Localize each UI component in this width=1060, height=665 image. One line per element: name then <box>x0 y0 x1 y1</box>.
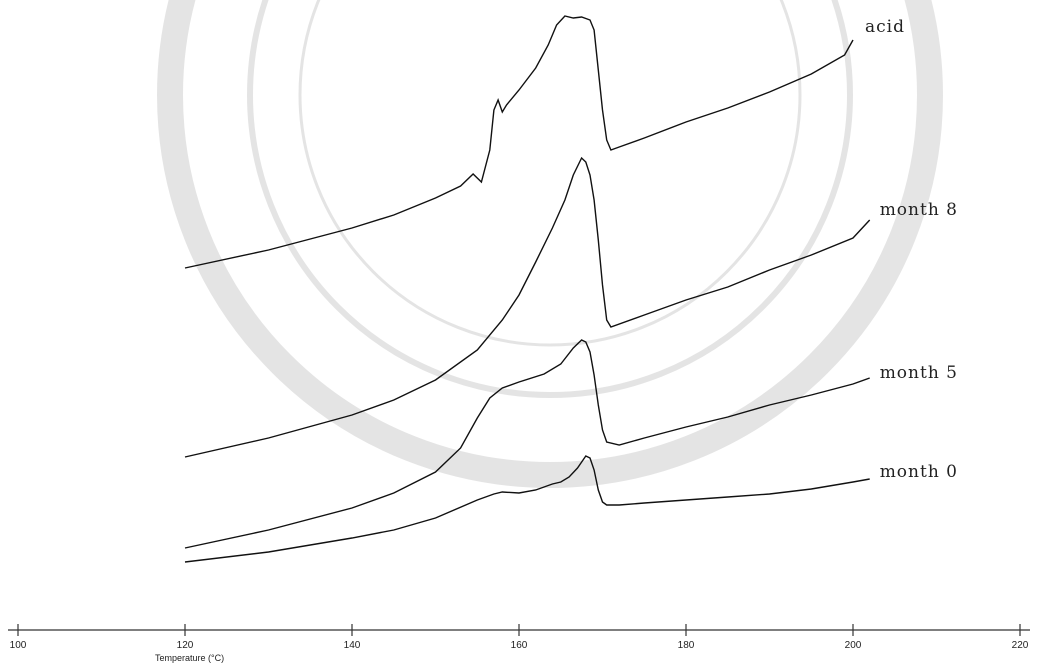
x-axis: 100 120 140 160 180 200 220 <box>8 624 1030 651</box>
x-tick-label-160: 160 <box>511 640 528 651</box>
x-tick-label-100: 100 <box>10 640 27 651</box>
x-axis-title: Temperature (°C) <box>155 653 224 663</box>
series-line-month-5 <box>184 339 870 549</box>
x-tick-label-200: 200 <box>845 640 862 651</box>
x-tick-label-140: 140 <box>344 640 361 651</box>
x-tick-label-180: 180 <box>678 640 695 651</box>
series-labels-group: acid month 8 month 5 month 0 <box>865 17 958 482</box>
series-label-month-5: month 5 <box>880 363 958 383</box>
series-line-month-8 <box>184 156 871 458</box>
series-label-month-8: month 8 <box>880 200 958 220</box>
series-line-month-0 <box>184 455 870 563</box>
university-seal-watermark <box>157 0 943 488</box>
series-label-month-0: month 0 <box>880 462 958 482</box>
x-tick-label-220: 220 <box>1012 640 1029 651</box>
series-label-acid: acid <box>865 17 905 37</box>
x-tick-label-120: 120 <box>177 640 194 651</box>
curves-group <box>184 15 871 563</box>
series-line-acid <box>184 15 854 269</box>
